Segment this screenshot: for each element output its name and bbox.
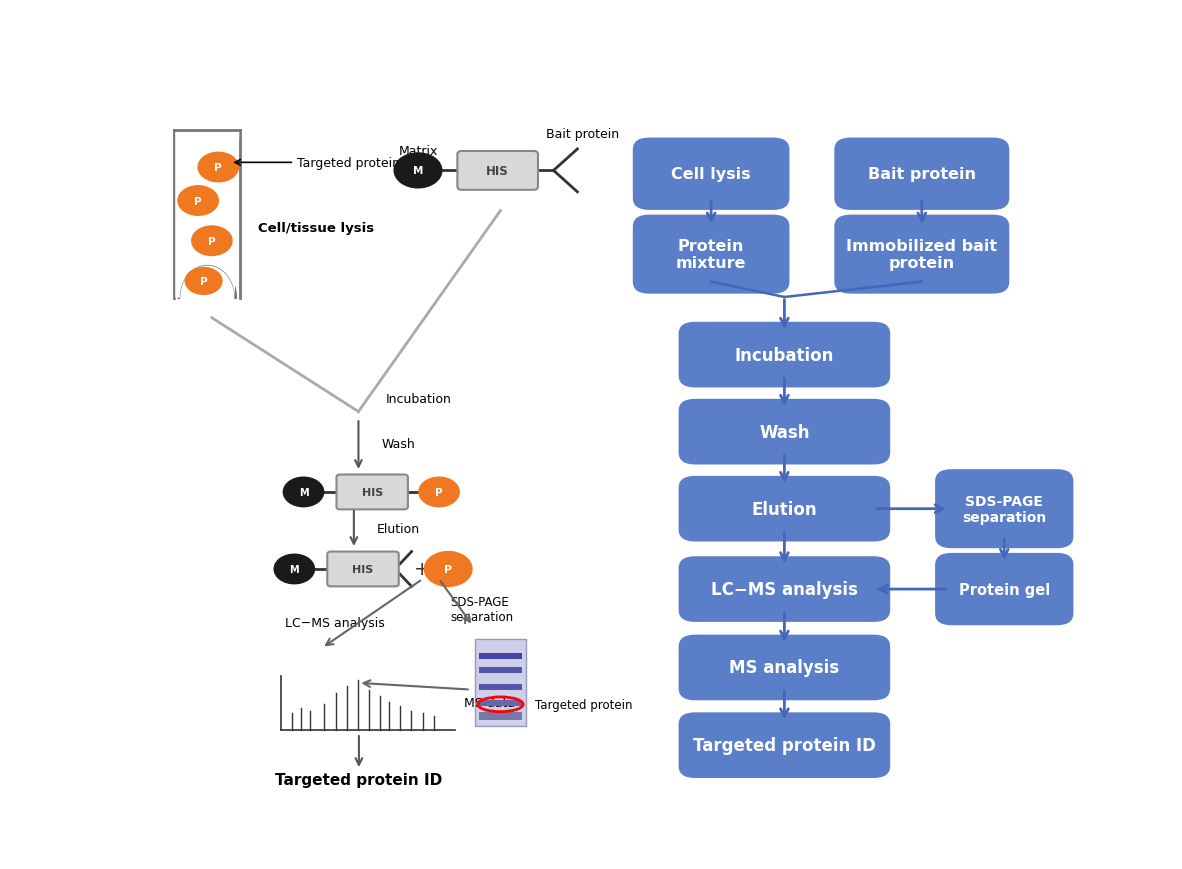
Circle shape [186,269,222,295]
Bar [479,653,522,660]
Text: Targeted protein: Targeted protein [534,698,632,711]
FancyBboxPatch shape [327,552,398,587]
Text: Wash: Wash [759,423,810,441]
Text: MS analysis: MS analysis [729,659,839,677]
Text: LC−MS analysis: LC−MS analysis [710,580,858,599]
Text: Protein
mixture: Protein mixture [676,239,746,271]
Bar [479,667,522,673]
Text: SDS-PAGE
separation: SDS-PAGE separation [450,595,513,623]
Circle shape [418,478,459,507]
Bar [475,640,526,726]
Text: P: P [435,488,443,497]
Text: SDS-PAGE
separation: SDS-PAGE separation [962,494,1046,524]
Text: P: P [444,564,453,574]
Text: Cell/tissue lysis: Cell/tissue lysis [258,222,374,235]
Text: +: + [415,560,430,579]
Bar [479,684,522,690]
Text: Cell lysis: Cell lysis [671,167,751,182]
Text: MS data: MS data [463,697,515,710]
Text: HIS: HIS [486,165,509,177]
Circle shape [274,554,314,584]
Text: P: P [200,276,208,287]
Text: Bait protein: Bait protein [546,128,619,141]
Bar [479,712,522,720]
Text: Bait protein: Bait protein [868,167,976,182]
Text: Protein gel: Protein gel [959,582,1050,597]
FancyBboxPatch shape [678,713,890,778]
Text: Targeted protein: Targeted protein [297,156,400,169]
Bar [479,700,522,706]
FancyBboxPatch shape [834,138,1009,210]
Circle shape [284,478,324,507]
Text: M: M [299,488,309,497]
FancyBboxPatch shape [632,216,790,295]
Circle shape [199,153,239,182]
Text: Targeted protein ID: Targeted protein ID [693,736,876,754]
Circle shape [424,552,472,587]
Text: Elution: Elution [377,522,420,535]
Text: HIS: HIS [352,564,374,574]
Text: Targeted protein ID: Targeted protein ID [275,773,442,787]
FancyBboxPatch shape [678,557,890,622]
Text: HIS: HIS [362,488,383,497]
Circle shape [394,154,442,189]
Text: P: P [214,163,222,173]
FancyBboxPatch shape [337,475,408,510]
Text: Wash: Wash [382,438,415,451]
FancyBboxPatch shape [678,400,890,465]
FancyBboxPatch shape [678,635,890,700]
Text: M: M [413,166,423,176]
FancyBboxPatch shape [632,138,790,210]
Text: LC−MS analysis: LC−MS analysis [285,616,385,629]
Text: M: M [290,564,299,574]
FancyBboxPatch shape [935,554,1073,626]
Text: Elution: Elution [752,501,817,518]
FancyBboxPatch shape [678,322,890,388]
FancyBboxPatch shape [834,216,1009,295]
Text: Incubation: Incubation [385,393,452,405]
FancyBboxPatch shape [457,152,538,190]
Circle shape [191,227,232,256]
FancyBboxPatch shape [935,469,1073,548]
Text: P: P [194,196,202,206]
FancyBboxPatch shape [678,476,890,542]
Text: P: P [208,236,215,247]
Text: Immobilized bait
protein: Immobilized bait protein [846,239,998,271]
Text: Matrix: Matrix [398,144,437,157]
Polygon shape [175,131,239,298]
Text: Incubation: Incubation [735,346,834,364]
Circle shape [178,187,219,216]
